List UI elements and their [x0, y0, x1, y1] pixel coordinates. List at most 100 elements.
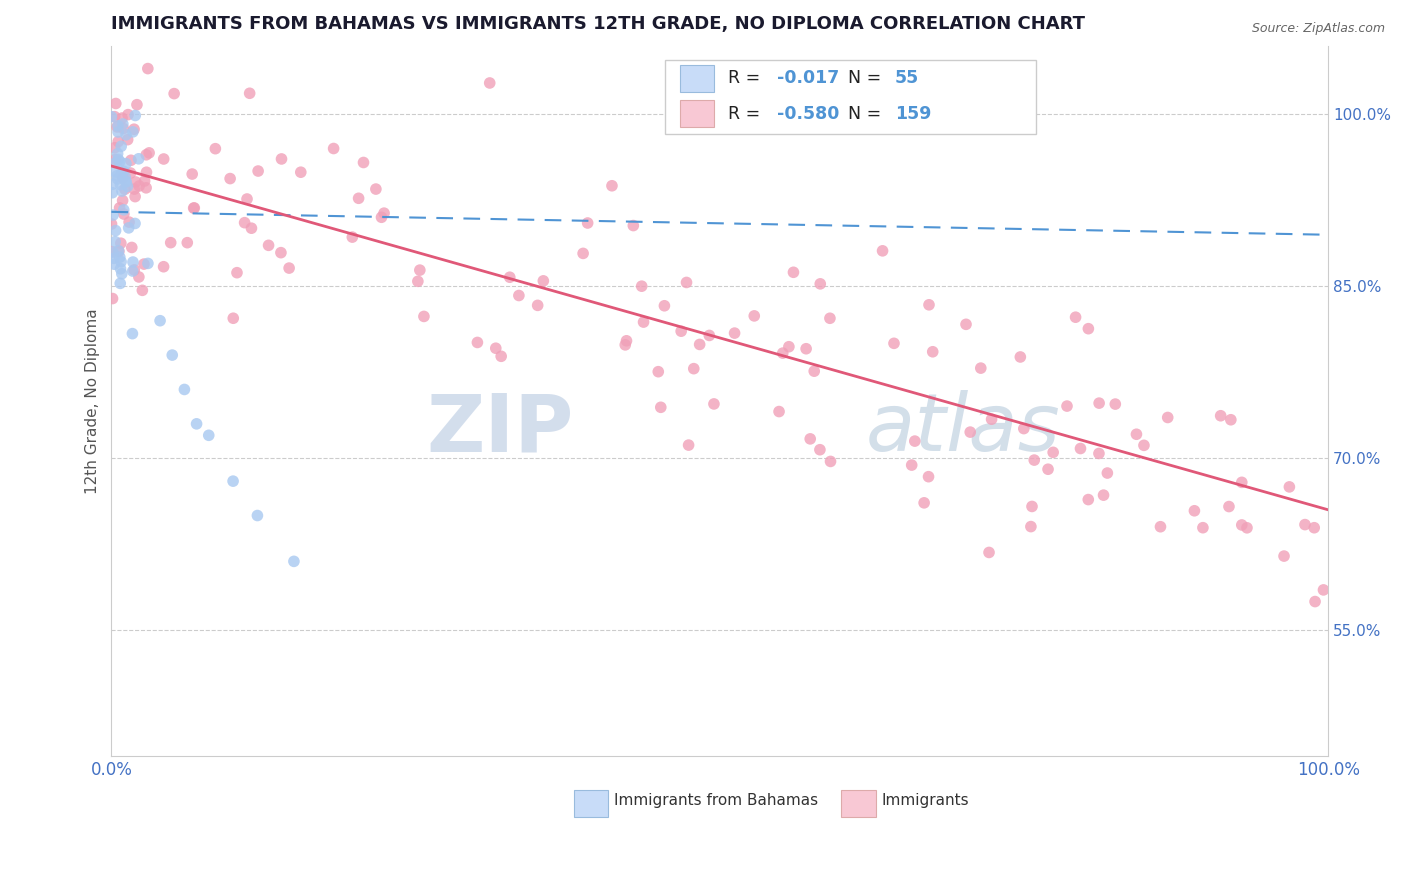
Point — [654, 299, 676, 313]
Point — [883, 336, 905, 351]
Point — [1303, 594, 1326, 608]
Point — [118, 220, 141, 235]
Point — [233, 216, 256, 230]
Point — [616, 334, 638, 348]
Point — [820, 454, 842, 468]
Text: -0.580: -0.580 — [778, 104, 839, 122]
Text: atlas: atlas — [866, 391, 1060, 468]
Point — [159, 235, 181, 250]
Point — [110, 178, 132, 192]
Point — [1219, 413, 1241, 427]
Point — [1218, 500, 1240, 514]
Point — [669, 324, 692, 338]
Point — [112, 207, 135, 221]
Point — [794, 342, 817, 356]
Point — [413, 310, 436, 324]
Point — [1010, 350, 1032, 364]
Text: ZIP: ZIP — [426, 391, 574, 468]
Point — [110, 277, 132, 291]
FancyBboxPatch shape — [679, 65, 714, 92]
Point — [682, 361, 704, 376]
Point — [134, 174, 156, 188]
Point — [808, 277, 831, 291]
Point — [121, 264, 143, 278]
Point — [128, 152, 150, 166]
Point — [104, 153, 127, 167]
Point — [1125, 427, 1147, 442]
Point — [689, 337, 711, 351]
Text: R =: R = — [728, 70, 766, 87]
Point — [100, 110, 122, 124]
Point — [122, 122, 145, 136]
Point — [1184, 504, 1206, 518]
Point — [107, 125, 129, 139]
Point — [111, 184, 134, 198]
Point — [772, 346, 794, 360]
Point — [373, 206, 395, 220]
Point — [103, 257, 125, 271]
Point — [1077, 321, 1099, 335]
Point — [117, 108, 139, 122]
Point — [111, 117, 134, 131]
Point — [114, 170, 136, 185]
Point — [120, 153, 142, 168]
Point — [135, 181, 157, 195]
Point — [222, 311, 245, 326]
Point — [1236, 521, 1258, 535]
Text: Source: ZipAtlas.com: Source: ZipAtlas.com — [1251, 22, 1385, 36]
Point — [121, 240, 143, 254]
Point — [576, 216, 599, 230]
Point — [107, 135, 129, 149]
Point — [742, 309, 765, 323]
Point — [128, 178, 150, 193]
Text: -0.017: -0.017 — [778, 70, 839, 87]
FancyBboxPatch shape — [665, 60, 1036, 135]
Point — [633, 315, 655, 329]
Point — [697, 328, 720, 343]
Point — [1036, 462, 1059, 476]
Text: R =: R = — [728, 104, 766, 122]
Point — [104, 223, 127, 237]
Point — [808, 442, 831, 457]
Point — [107, 146, 129, 161]
Point — [409, 263, 432, 277]
Point — [110, 236, 132, 251]
Point — [103, 252, 125, 266]
Point — [107, 119, 129, 133]
Point — [1104, 397, 1126, 411]
Point — [112, 164, 135, 178]
Point — [257, 238, 280, 252]
Point — [115, 128, 138, 142]
Point — [183, 201, 205, 215]
Point — [117, 133, 139, 147]
Point — [803, 364, 825, 378]
Point — [818, 311, 841, 326]
Point — [115, 156, 138, 170]
Point — [163, 87, 186, 101]
Point — [1149, 519, 1171, 533]
Point — [347, 191, 370, 205]
Point — [112, 121, 135, 136]
Point — [675, 276, 697, 290]
Point — [110, 139, 132, 153]
Point — [186, 417, 208, 431]
Point — [572, 246, 595, 260]
Point — [236, 192, 259, 206]
Point — [122, 263, 145, 277]
Point — [508, 288, 530, 302]
Point — [1077, 492, 1099, 507]
Point — [290, 165, 312, 179]
Point — [703, 397, 725, 411]
Text: 159: 159 — [896, 104, 931, 122]
Point — [1042, 445, 1064, 459]
Point — [115, 174, 138, 188]
Point — [162, 348, 184, 362]
Point — [912, 496, 935, 510]
Point — [110, 261, 132, 276]
Point — [108, 250, 131, 264]
Point — [105, 169, 128, 183]
Point — [678, 438, 700, 452]
Point — [247, 164, 270, 178]
Y-axis label: 12th Grade, No Diploma: 12th Grade, No Diploma — [86, 308, 100, 494]
Point — [104, 155, 127, 169]
